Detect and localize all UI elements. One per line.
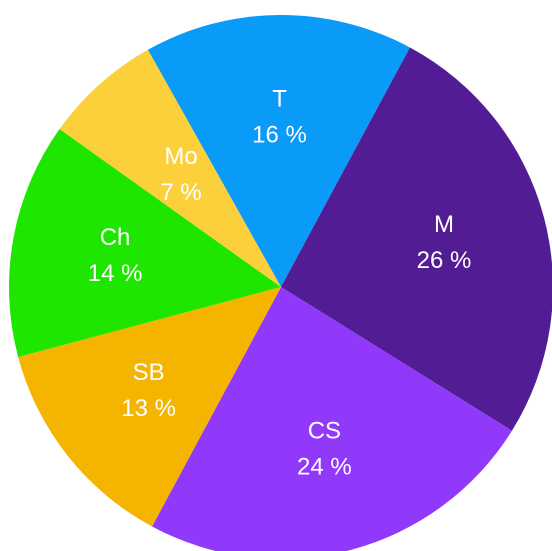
slice-name: M: [434, 211, 454, 238]
slice-value-label: 24 %: [297, 453, 352, 480]
slice-name: CS: [308, 417, 341, 444]
slice-value-label: 7 %: [160, 179, 201, 206]
pie-slice: [18, 287, 282, 527]
pie-slice: [281, 47, 552, 431]
pie-slice: [147, 14, 410, 287]
pie-slice: [9, 129, 282, 357]
pie-slice: [59, 49, 281, 288]
slice-name: Mo: [164, 143, 197, 170]
slice-value-label: 13 %: [121, 395, 176, 422]
pie-slice: [152, 287, 512, 551]
slice-value-label: 14 %: [88, 260, 143, 287]
slice-value-label: 26 %: [417, 247, 472, 274]
slice-name: Ch: [100, 224, 131, 251]
slice-name: T: [272, 86, 287, 113]
slice-value-label: 16 %: [252, 122, 307, 149]
slice-name: SB: [133, 359, 165, 386]
